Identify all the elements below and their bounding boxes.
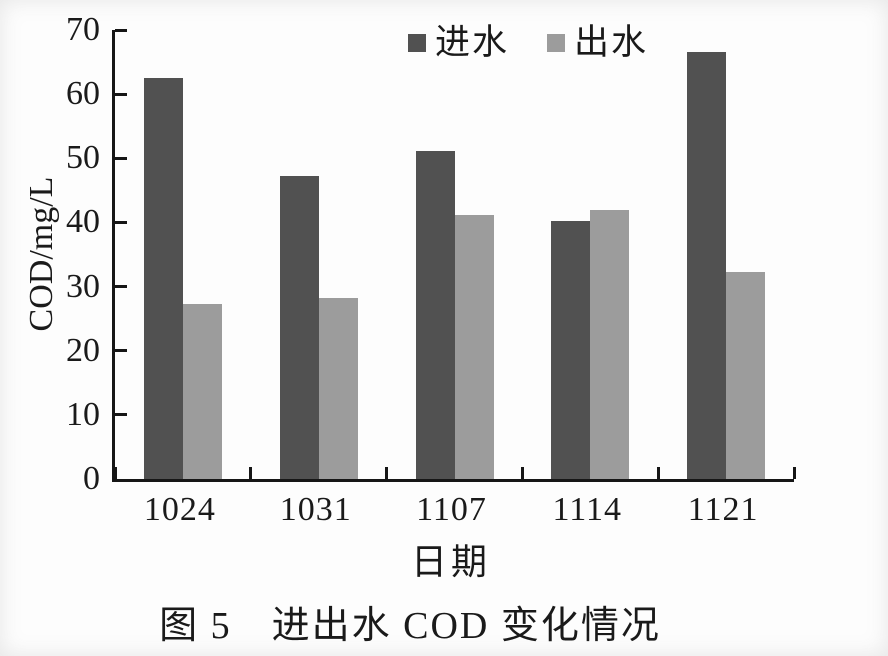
legend-label-inflow: 进水 bbox=[435, 23, 510, 62]
x-axis-title: 日期 bbox=[410, 542, 491, 582]
y-axis-tick bbox=[115, 285, 127, 289]
y-tick-label: 40 bbox=[66, 203, 100, 241]
x-tick-label-1107: 1107 bbox=[416, 491, 487, 528]
x-tick-label-1121: 1121 bbox=[687, 491, 759, 528]
y-tick-label: 30 bbox=[66, 267, 100, 305]
bar-outflow-1024 bbox=[182, 303, 222, 479]
x-axis-tick bbox=[656, 467, 660, 479]
bar-inflow-1121 bbox=[687, 52, 727, 479]
bar-inflow-1107 bbox=[415, 150, 455, 479]
bar-outflow-1031 bbox=[318, 298, 358, 479]
y-tick-label: 50 bbox=[66, 139, 100, 177]
y-tick-label: 0 bbox=[83, 460, 100, 497]
legend-label-outflow: 出水 bbox=[574, 23, 649, 62]
legend-item-inflow: 进水 bbox=[408, 24, 509, 62]
x-tick-label-1024: 1024 bbox=[143, 491, 216, 528]
x-axis-tick bbox=[520, 467, 524, 479]
x-tick-label-1114: 1114 bbox=[552, 491, 623, 528]
x-axis-tick bbox=[249, 467, 253, 479]
y-axis-tick bbox=[115, 220, 127, 224]
bar-inflow-1114 bbox=[551, 221, 591, 479]
y-axis-tick bbox=[115, 28, 127, 32]
bar-outflow-1107 bbox=[454, 215, 494, 479]
plot-area bbox=[112, 28, 796, 482]
y-tick-label: 20 bbox=[66, 331, 100, 369]
bar-inflow-1031 bbox=[279, 176, 319, 479]
x-axis-tick bbox=[385, 467, 389, 479]
y-axis-tick bbox=[115, 92, 127, 96]
y-axis-tick bbox=[115, 349, 127, 353]
figure-caption: 图 5 进出水 COD 变化情况 bbox=[159, 605, 661, 647]
legend-swatch-inflow-icon bbox=[408, 34, 426, 52]
y-axis-tick bbox=[115, 413, 127, 417]
x-tick-label-1031: 1031 bbox=[279, 491, 352, 528]
y-tick-label: 60 bbox=[66, 75, 100, 113]
legend: 进水 出水 bbox=[408, 24, 648, 62]
bar-inflow-1024 bbox=[143, 78, 183, 479]
y-axis-title: COD/mg/L bbox=[23, 176, 60, 332]
y-tick-label: 10 bbox=[66, 395, 100, 433]
legend-swatch-outflow-icon bbox=[547, 34, 566, 52]
bar-outflow-1121 bbox=[726, 271, 766, 479]
y-axis-tick bbox=[115, 156, 127, 160]
legend-item-outflow: 出水 bbox=[547, 24, 648, 62]
x-axis-tick bbox=[113, 467, 117, 479]
y-tick-label: 70 bbox=[66, 11, 100, 48]
x-axis-tick bbox=[792, 467, 796, 479]
bar-outflow-1114 bbox=[590, 209, 630, 479]
